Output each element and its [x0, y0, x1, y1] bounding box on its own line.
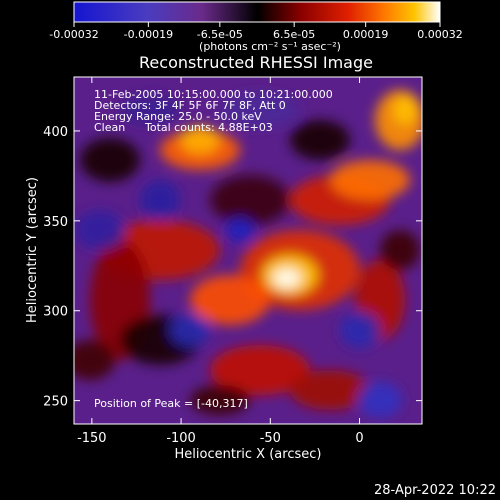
- x-tick-label: -50: [260, 431, 281, 446]
- colorbar: [73, 1, 441, 23]
- colorbar-tick-label: 6.5e-05: [273, 28, 315, 41]
- colorbar-unit-label: (photons cm⁻² s⁻¹ asec⁻²): [199, 40, 341, 53]
- colorbar-tick-label: -6.5e-05: [197, 28, 243, 41]
- annotation-counts: Total counts: 4.88E+03: [144, 121, 273, 134]
- colorbar-tick-label: 0.00019: [343, 28, 389, 41]
- annotation-method: Clean: [94, 121, 125, 134]
- x-tick-label: 0: [355, 431, 363, 446]
- y-tick-label: 400: [43, 125, 68, 140]
- y-tick-label: 250: [43, 395, 68, 410]
- x-tick-label: -150: [77, 431, 107, 446]
- annotation-energy: Energy Range: 25.0 - 50.0 keV: [94, 110, 262, 123]
- y-tick-label: 350: [43, 215, 68, 230]
- chart-title: Reconstructed RHESSI Image: [139, 53, 373, 72]
- colorbar-tick-label: 0.00032: [417, 28, 463, 41]
- colorbar-tick-label: -0.00019: [124, 28, 173, 41]
- annotation-time-range: 11-Feb-2005 10:15:00.000 to 10:21:00.000: [94, 88, 333, 101]
- y-tick-label: 300: [43, 305, 68, 320]
- axis-ticks: -150 -100 -50 0 250 300 350 400: [43, 77, 422, 446]
- x-tick-label: -100: [166, 431, 196, 446]
- timestamp: 28-Apr-2022 10:22: [374, 483, 496, 498]
- plot-frame: [73, 76, 423, 425]
- x-axis-label: Heliocentric X (arcsec): [175, 447, 322, 462]
- annotation-detectors: Detectors: 3F 4F 5F 6F 7F 8F, Att 0: [94, 99, 286, 112]
- y-axis-label: Heliocentric Y (arcsec): [25, 177, 40, 323]
- heatmap-image: [74, 77, 422, 424]
- colorbar-tick-label: -0.00032: [49, 28, 98, 41]
- annotation-peak: Position of Peak = [-40,317]: [94, 397, 248, 410]
- colorbar-ticks: -0.00032 -0.00019 -6.5e-05 6.5e-05 0.00019 0.…: [49, 22, 463, 41]
